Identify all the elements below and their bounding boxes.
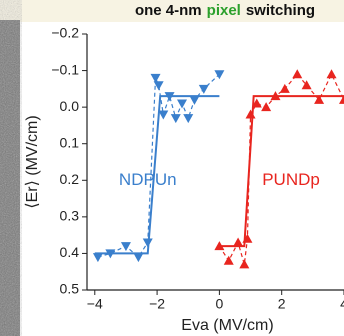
marker bbox=[214, 70, 224, 79]
image-texture bbox=[0, 20, 20, 336]
marker bbox=[177, 99, 187, 108]
chart-title: one 4-nm pixel switching bbox=[135, 2, 315, 19]
marker bbox=[224, 256, 234, 265]
y-tick-label: 0.1 bbox=[60, 134, 80, 150]
series-label: PUNDp bbox=[262, 170, 320, 189]
chart: one 4-nm pixel switching −0.2 −0.1 0.0 0.1 0.2… bbox=[0, 0, 344, 336]
y-tick-label: 0.4 bbox=[60, 244, 80, 260]
marker bbox=[239, 259, 249, 268]
y-tick-label: 0.5 bbox=[60, 281, 80, 297]
x-tick-label: 0 bbox=[215, 296, 223, 312]
marker bbox=[171, 114, 181, 123]
x-tick-label: −4 bbox=[87, 296, 103, 312]
marker bbox=[292, 69, 302, 78]
marker bbox=[143, 238, 153, 247]
y-tick-label: 0.2 bbox=[60, 171, 80, 187]
marker bbox=[183, 114, 193, 123]
x-tick-label: 2 bbox=[278, 296, 286, 312]
title-part: pixel bbox=[207, 2, 241, 19]
page: {"chart_data": {"type": "scatter", "titl… bbox=[0, 0, 344, 336]
x-tick-label: −2 bbox=[149, 296, 165, 312]
y-axis-label: ⟨Er⟩ (MV/cm) bbox=[24, 115, 41, 208]
y-tick-label: −0.2 bbox=[51, 25, 79, 41]
y-tick-label: −0.1 bbox=[51, 61, 79, 77]
marker bbox=[133, 253, 143, 262]
title-part: switching bbox=[246, 2, 315, 19]
marker bbox=[327, 69, 337, 78]
x-tick-label: 4 bbox=[340, 296, 344, 312]
marker bbox=[246, 109, 256, 118]
marker bbox=[199, 85, 209, 94]
data-line bbox=[98, 74, 219, 257]
title-part: one 4-nm bbox=[135, 2, 202, 19]
y-tick-label: 0.0 bbox=[60, 98, 80, 114]
series-label: NDPUn bbox=[119, 170, 177, 189]
marker bbox=[233, 237, 243, 246]
x-axis-label: Eva (MV/cm) bbox=[181, 317, 273, 334]
y-tick-label: 0.3 bbox=[60, 208, 80, 224]
marker bbox=[93, 253, 103, 262]
marker bbox=[189, 96, 199, 105]
marker bbox=[280, 84, 290, 93]
marker bbox=[158, 110, 168, 119]
